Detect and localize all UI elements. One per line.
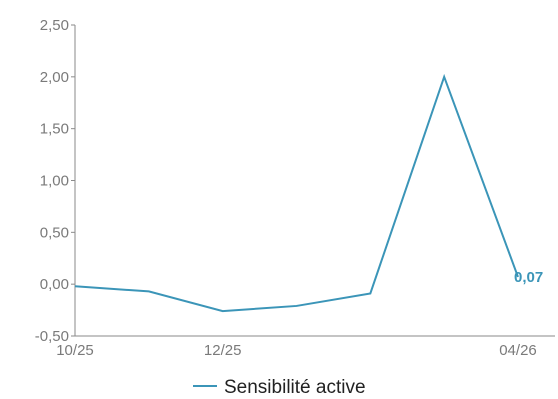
y-tick-label: 2,00 <box>40 69 69 86</box>
legend: Sensibilité active <box>193 377 366 398</box>
y-tick-label: 0,00 <box>40 276 69 293</box>
end-value-label: 0,07 <box>514 269 543 286</box>
x-tick-label: 10/25 <box>56 342 94 359</box>
legend-label: Sensibilité active <box>224 377 366 398</box>
x-tick-label: 12/25 <box>204 342 242 359</box>
y-axis-ticks: 2,50 2,00 1,50 1,00 0,50 0,00 -0,50 <box>35 17 75 345</box>
y-tick-label: 1,00 <box>40 173 69 190</box>
x-tick-label: 04/26 <box>499 342 537 359</box>
x-axis-ticks: 10/25 12/25 04/26 <box>56 342 537 359</box>
series-line <box>74 73 519 313</box>
y-tick-label: 2,50 <box>40 17 69 34</box>
y-tick-label: 1,50 <box>40 121 69 138</box>
y-tick-label: -0,50 <box>35 328 69 345</box>
series-group: 0,07 <box>74 73 543 313</box>
y-tick-label: 0,50 <box>40 224 69 241</box>
